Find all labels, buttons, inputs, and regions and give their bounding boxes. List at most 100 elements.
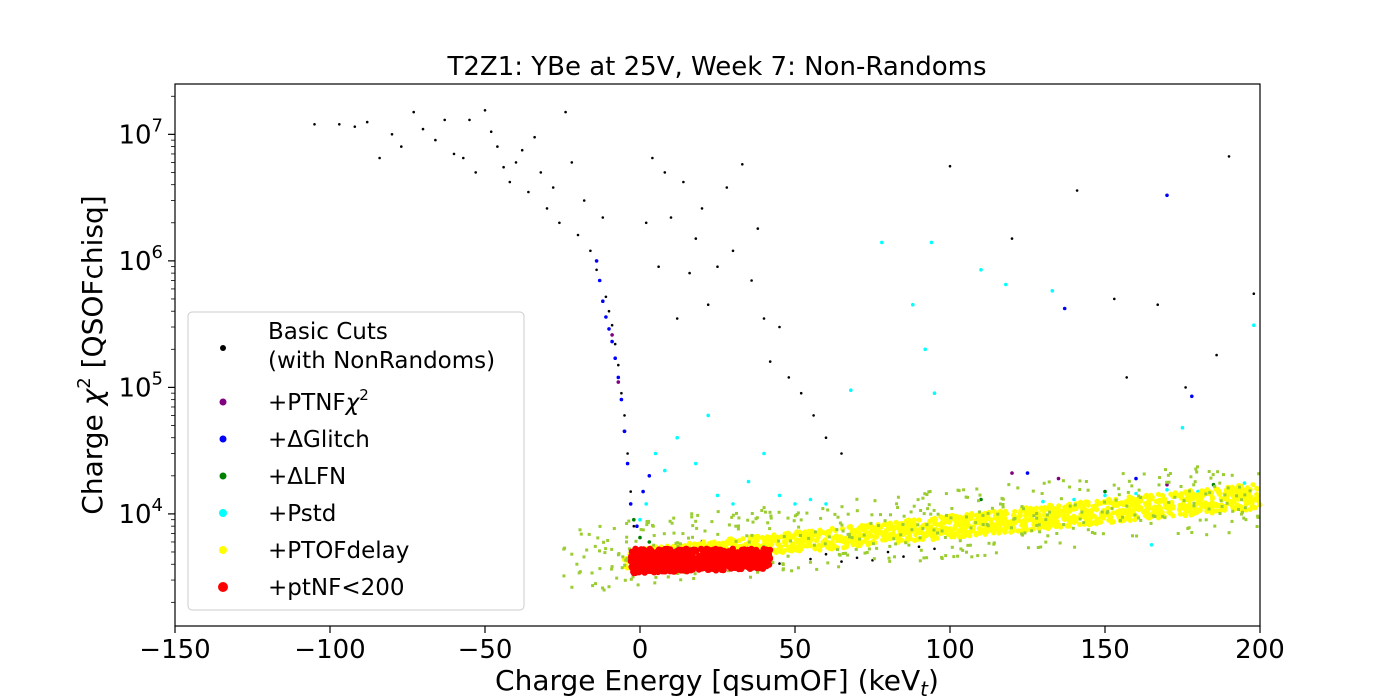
data-point: [867, 530, 873, 536]
data-point: [970, 512, 976, 519]
data-point: [751, 561, 758, 569]
data-point: [1118, 511, 1124, 517]
data-point: [877, 524, 880, 527]
data-point: [1224, 496, 1230, 503]
data-point: [893, 555, 896, 559]
data-point: [959, 547, 963, 551]
data-point: [1195, 492, 1201, 498]
data-point: [1126, 490, 1130, 494]
data-point: [1137, 488, 1141, 492]
data-point: [896, 495, 900, 499]
data-point: [1048, 516, 1054, 522]
legend-item: +ΔLFN: [219, 464, 346, 490]
data-point: [626, 452, 629, 455]
data-point: [1045, 513, 1049, 517]
data-point: [836, 515, 840, 519]
data-point: [940, 516, 946, 522]
data-point: [1156, 303, 1159, 307]
data-point: [904, 535, 911, 541]
data-point: [716, 532, 720, 536]
data-point: [926, 526, 932, 532]
data-point: [736, 538, 742, 544]
data-point: [675, 435, 679, 440]
data-point: [1023, 509, 1029, 515]
data-point: [670, 521, 674, 525]
data-point: [735, 565, 742, 573]
data-point: [621, 555, 625, 559]
data-point: [806, 528, 812, 534]
data-point: [462, 156, 465, 160]
data-point: [958, 539, 962, 543]
data-point: [1146, 497, 1152, 504]
data-point: [923, 347, 927, 352]
data-point: [812, 414, 815, 417]
data-point: [978, 510, 981, 514]
data-point: [1231, 509, 1235, 513]
plot-frame: [174, 83, 1261, 627]
data-point: [1168, 472, 1172, 475]
data-point: [578, 570, 582, 574]
data-point: [1020, 505, 1024, 509]
data-point: [719, 556, 726, 563]
data-point: [1121, 472, 1125, 476]
data-point: [1130, 484, 1134, 488]
legend-marker: [218, 582, 228, 592]
data-point: [579, 532, 583, 536]
data-point: [1214, 508, 1220, 514]
data-point: [916, 498, 920, 502]
data-point: [1004, 282, 1008, 287]
data-point: [645, 523, 649, 527]
data-point: [953, 519, 960, 526]
data-point: [1015, 528, 1021, 534]
data-point: [601, 216, 605, 219]
data-point: [1044, 518, 1048, 522]
data-point: [1083, 499, 1089, 505]
data-point: [1216, 503, 1222, 509]
data-point: [886, 550, 890, 554]
data-point: [1210, 508, 1216, 514]
data-point: [1207, 507, 1211, 511]
data-point: [792, 545, 798, 551]
data-point: [672, 516, 676, 520]
data-point: [1222, 473, 1225, 477]
data-point: [849, 388, 853, 393]
data-point: [752, 540, 758, 547]
data-point: [1073, 503, 1077, 507]
data-point: [610, 323, 614, 327]
data-point: [1240, 498, 1244, 502]
data-point: [976, 554, 980, 558]
data-point: [762, 317, 766, 320]
data-point: [632, 517, 636, 522]
y-axis-label: Charge χ2 [QSOFchisq]: [74, 195, 109, 514]
data-point: [869, 521, 873, 525]
data-point: [1192, 483, 1196, 487]
data-point: [1059, 508, 1065, 514]
data-point: [1117, 493, 1121, 497]
data-point: [1167, 506, 1173, 512]
data-point: [746, 565, 754, 572]
data-point: [1195, 470, 1199, 474]
data-point: [850, 542, 856, 548]
data-point: [597, 278, 602, 283]
data-point: [838, 553, 842, 557]
data-point: [647, 474, 652, 478]
data-point: [1056, 503, 1062, 509]
data-point: [965, 550, 968, 554]
data-point: [1149, 543, 1154, 547]
data-point: [679, 578, 683, 582]
data-point: [926, 507, 930, 511]
data-point: [795, 513, 799, 516]
data-point: [502, 165, 505, 169]
data-point: [1167, 500, 1171, 504]
data-point: [726, 536, 732, 542]
data-point: [783, 542, 789, 548]
data-point: [793, 514, 797, 518]
data-point: [590, 571, 594, 575]
data-point: [909, 510, 913, 514]
data-point: [956, 488, 960, 492]
data-point: [979, 268, 983, 272]
data-point: [610, 567, 614, 571]
data-point: [797, 525, 801, 529]
data-point: [898, 537, 904, 543]
data-point: [1133, 513, 1137, 517]
